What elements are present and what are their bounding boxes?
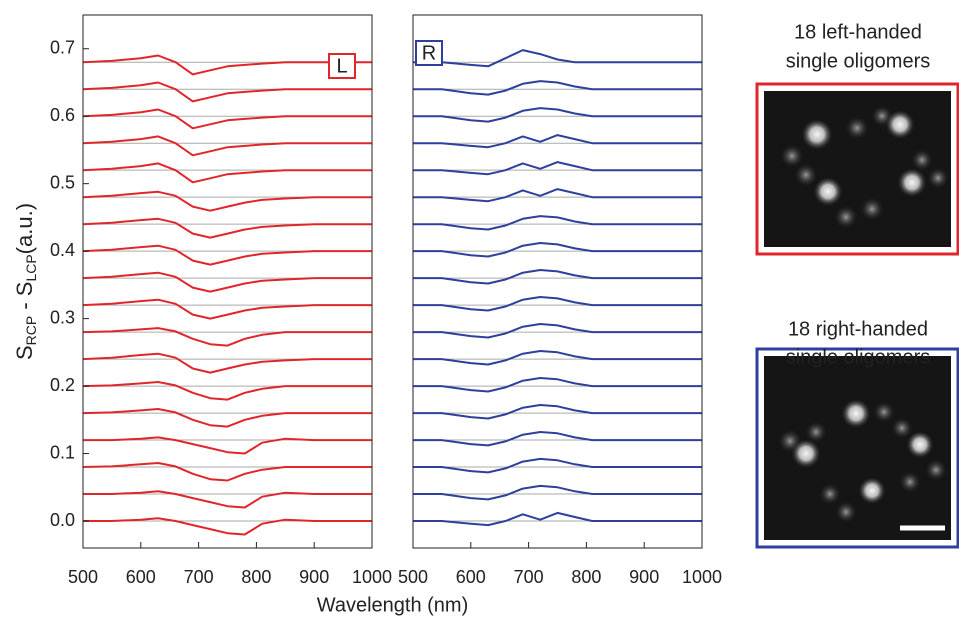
x-tick-label: 600	[456, 567, 486, 587]
x-tick-label: 1000	[352, 567, 392, 587]
spectrum	[413, 162, 702, 174]
y-axis-label: SRCP - SLCP(a.u.)	[12, 203, 39, 360]
spectrum	[83, 163, 372, 182]
spectrum	[413, 50, 702, 66]
y-tick-label: 0.1	[50, 442, 75, 462]
x-axis-label: Wavelength (nm)	[317, 594, 469, 616]
spectrum	[413, 432, 702, 445]
x-tick-label: 700	[184, 567, 214, 587]
spectrum	[413, 135, 702, 147]
spectrum	[83, 83, 372, 102]
spectrum	[413, 486, 702, 500]
x-tick-label: 800	[571, 567, 601, 587]
spectrum	[83, 382, 372, 400]
spectrum	[413, 216, 702, 229]
y-tick-label: 0.6	[50, 105, 75, 125]
image-caption: single oligomers	[786, 50, 931, 72]
y-tick-label: 0.2	[50, 375, 75, 395]
spectrum	[413, 459, 702, 473]
panel-label: L	[336, 55, 347, 77]
x-tick-label: 500	[68, 567, 98, 587]
spectrum	[413, 405, 702, 419]
x-tick-label: 900	[299, 567, 329, 587]
y-axis-label-part: RCP	[23, 316, 39, 346]
x-tick-label: 1000	[682, 567, 722, 587]
y-tick-label: 0.7	[50, 37, 75, 57]
spectrum	[83, 409, 372, 427]
spectrum	[83, 328, 372, 346]
spectrum	[413, 378, 702, 392]
spectrum	[413, 189, 702, 201]
spectrum	[83, 192, 372, 211]
spectrum	[83, 219, 372, 238]
spectrum	[413, 297, 702, 311]
spectrum	[413, 351, 702, 365]
image-caption: single oligomers	[786, 346, 931, 368]
figure: 500 600 700 800 900 1000 0.0 0.1 0.2 0.3 0.4 0.5 0.6…	[0, 0, 959, 620]
spectrum	[413, 324, 702, 338]
y-axis-label-part: - S	[12, 282, 37, 316]
image-caption: 18 left-handed	[794, 21, 922, 43]
spectrum	[413, 243, 702, 257]
spectrum	[83, 246, 372, 265]
x-tick-label: 700	[514, 567, 544, 587]
y-tick-label: 0.0	[50, 510, 75, 530]
plot-frame	[83, 15, 372, 548]
page: {"chart_data": [ {"type": "line", "panel…	[0, 0, 959, 620]
y-axis-label-part: (a.u.)	[12, 203, 37, 254]
x-tick-label: 600	[126, 567, 156, 587]
spectrum	[413, 513, 702, 525]
spectrum	[413, 81, 702, 95]
x-tick-label: 500	[398, 567, 428, 587]
y-tick-label: 0.5	[50, 172, 75, 192]
spectrum	[413, 108, 702, 122]
spectrum	[83, 463, 372, 481]
y-axis-label-part: LCP	[23, 254, 39, 281]
y-tick-label: 0.3	[50, 307, 75, 327]
y-tick-label: 0.4	[50, 240, 75, 260]
y-axis-label-part: S	[12, 345, 37, 360]
spectrum	[83, 110, 372, 129]
x-tick-label: 900	[629, 567, 659, 587]
x-tick-label: 800	[241, 567, 271, 587]
spectrum	[83, 354, 372, 373]
spectrum	[83, 273, 372, 292]
panel-label: R	[422, 42, 436, 64]
spectrum	[413, 270, 702, 284]
image-caption: 18 right-handed	[788, 318, 928, 340]
spectrum	[83, 300, 372, 319]
spectrum	[83, 136, 372, 155]
